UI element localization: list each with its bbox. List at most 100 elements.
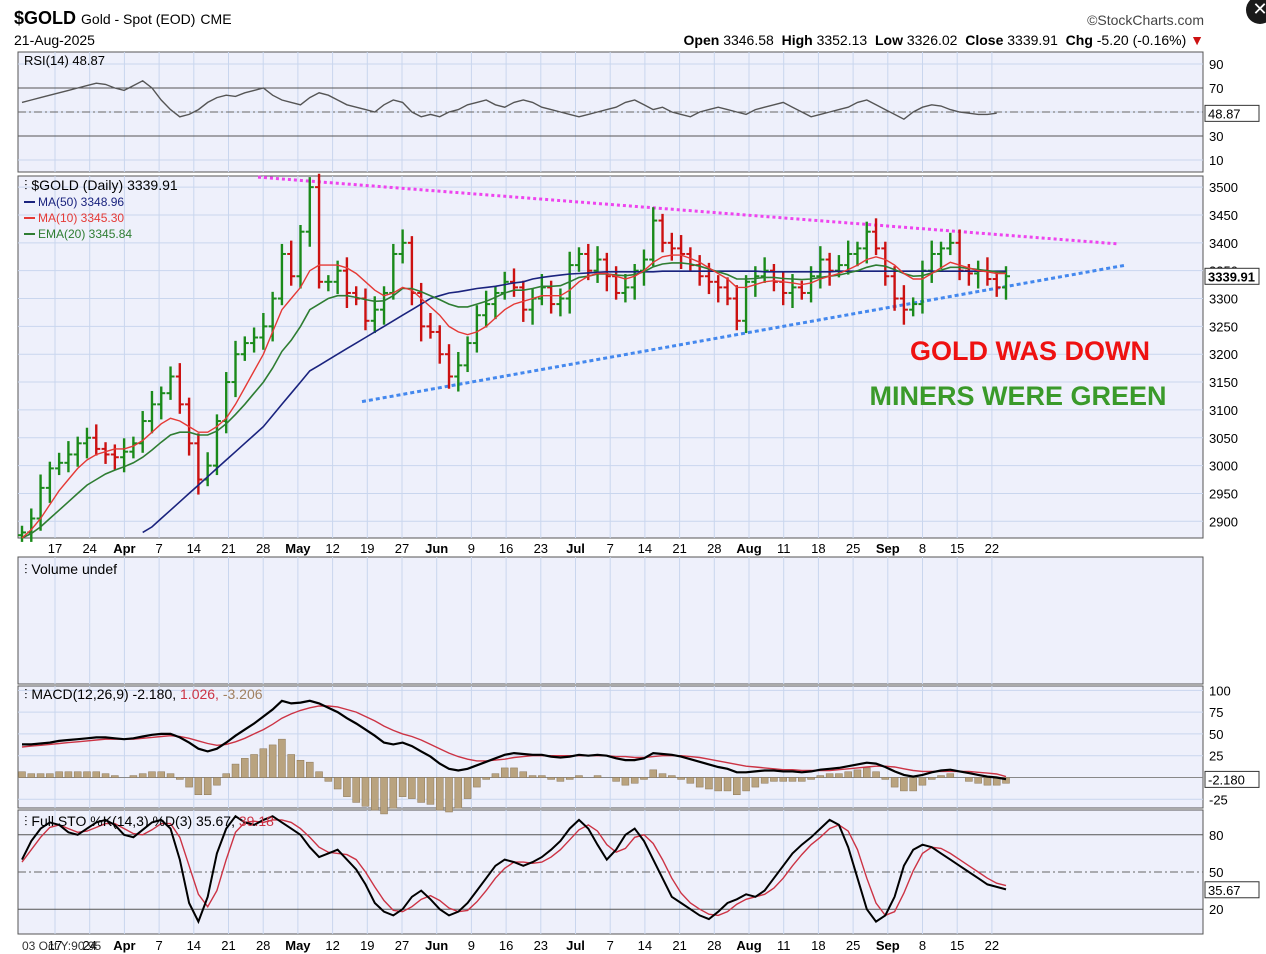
- price-bar: [305, 177, 314, 247]
- macd-hist-bar: [352, 777, 360, 803]
- price-x-tick-label: 28: [256, 541, 270, 556]
- brand-logo[interactable]: ©StockCharts.com: [1087, 12, 1204, 28]
- bottom-x-tick-label: 14: [187, 938, 201, 953]
- macd-hist-bar: [695, 777, 704, 788]
- macd-y-tick-label: 25: [1209, 749, 1223, 764]
- sto-y-tick-label: 20: [1209, 902, 1223, 917]
- price-bar: [147, 390, 156, 434]
- price-x-tick-label: Apr: [113, 541, 135, 556]
- price-bar: [723, 277, 732, 306]
- chg-value: -5.20 (-0.16%): [1096, 32, 1187, 48]
- macd-hist-bar: [73, 771, 82, 778]
- macd-hist-bar: [454, 777, 463, 809]
- sto-y-tick-label: 50: [1209, 865, 1223, 880]
- macd-hist-bar: [64, 771, 73, 778]
- macd-hist-bar: [371, 777, 379, 811]
- chart-title: $GOLD Gold - Spot (EOD) CME: [14, 8, 232, 29]
- price-bar: [584, 243, 593, 281]
- macd-hist-bar: [890, 777, 899, 788]
- price-bar: [240, 336, 249, 361]
- macd-hist-bar: [445, 777, 453, 813]
- macd-hist-bar: [556, 777, 565, 782]
- price-bar: [92, 424, 101, 456]
- price-bar: [630, 263, 639, 300]
- price-bar: [250, 327, 259, 353]
- bottom-x-tick-label: 24: [82, 938, 96, 953]
- price-bar: [287, 240, 296, 286]
- price-y-tick-label: 3300: [1209, 292, 1238, 307]
- price-bar: [899, 285, 908, 325]
- macd-line: [22, 699, 1007, 781]
- volume-legend: ⫶ Volume undef: [24, 561, 117, 577]
- macd-hist-bar: [157, 771, 165, 778]
- ma10-line: [21, 254, 1006, 539]
- macd-histogram: [18, 738, 1010, 815]
- sto-legend: ⫶ Full STO %K(14,3) %D(3) 35.67, 39.18: [24, 813, 274, 829]
- price-y-tick-label: 3100: [1209, 403, 1238, 418]
- macd-signal-line: [21, 705, 1007, 778]
- bottom-x-tick-label: 7: [607, 938, 614, 953]
- macd-hist-bar: [101, 773, 110, 778]
- rsi-current-value-box: [1204, 104, 1260, 122]
- close-label: Close: [965, 32, 1004, 48]
- macd-hist-bar: [194, 777, 203, 796]
- bottom-x-tick-label: 21: [221, 938, 235, 953]
- sto-current-value-box: [1204, 881, 1260, 899]
- macd-hist-bar: [658, 773, 667, 778]
- price-bar: [82, 427, 91, 459]
- macd-hist-bar: [918, 777, 927, 786]
- price-x-tick-label: 17: [48, 541, 62, 556]
- macd-hist-bar: [380, 777, 388, 815]
- rsi-y-tick-label: 70: [1209, 81, 1223, 96]
- macd-hist-bar: [250, 754, 258, 778]
- macd-hist-bar: [927, 777, 936, 780]
- price-bar: [872, 218, 881, 256]
- bottom-x-tick-label: 28: [256, 938, 270, 953]
- price-x-tick-label: Sep: [876, 541, 900, 556]
- price-bar: [890, 266, 899, 311]
- price-bar: [881, 241, 890, 286]
- rsi-y-tick-label: 90: [1209, 57, 1223, 72]
- price-bar: [426, 313, 435, 339]
- low-label: Low: [874, 32, 903, 48]
- price-bar: [417, 282, 426, 342]
- macd-hist-bar: [500, 767, 509, 778]
- macd-y-tick-label: 75: [1209, 705, 1223, 720]
- exchange: CME: [200, 11, 232, 27]
- macd-hist-bar: [668, 775, 676, 778]
- macd-y-tick-label: 100: [1209, 683, 1231, 698]
- price-y-tick-label: 3200: [1209, 347, 1238, 362]
- bottom-x-tick-label: 28: [707, 938, 721, 953]
- price-bar: [277, 243, 286, 306]
- macd-hist-bar: [677, 777, 685, 780]
- price-bar: [435, 325, 444, 364]
- price-current-value: 3339.91: [1208, 269, 1255, 284]
- bottom-x-tick-label: 9: [468, 938, 475, 953]
- macd-hist-bar: [482, 777, 490, 780]
- macd-hist-bar: [538, 775, 546, 778]
- price-bar: [454, 351, 463, 392]
- price-bar: [73, 436, 82, 467]
- price-bar: [445, 344, 454, 389]
- macd-hist-bar: [853, 769, 862, 778]
- bottom-x-tick-label: 7: [155, 938, 162, 953]
- price-bar: [101, 442, 110, 464]
- price-x-tick-label: 25: [846, 541, 860, 556]
- price-bar: [732, 285, 741, 331]
- bottom-x-tick-label: Jul: [566, 938, 585, 953]
- macd-hist-bar: [510, 767, 518, 778]
- symbol: $GOLD: [14, 8, 77, 28]
- macd-hist-bar: [268, 744, 277, 778]
- price-bar: [937, 241, 946, 270]
- price-bar: [231, 340, 240, 398]
- close-icon[interactable]: ✕: [1246, 0, 1266, 24]
- macd-current-value: -2.180: [1208, 772, 1245, 787]
- price-bar: [212, 414, 221, 476]
- price-x-tick-label: Aug: [736, 541, 761, 556]
- price-x-tick-label: 7: [155, 541, 162, 556]
- macd-hist-bar: [621, 777, 630, 786]
- price-x-tick-label: 14: [638, 541, 652, 556]
- bottom-x-tick-label: Sep: [876, 938, 900, 953]
- bottom-x-tick-label: 23: [534, 938, 548, 953]
- chart-date: 21-Aug-2025: [14, 32, 95, 48]
